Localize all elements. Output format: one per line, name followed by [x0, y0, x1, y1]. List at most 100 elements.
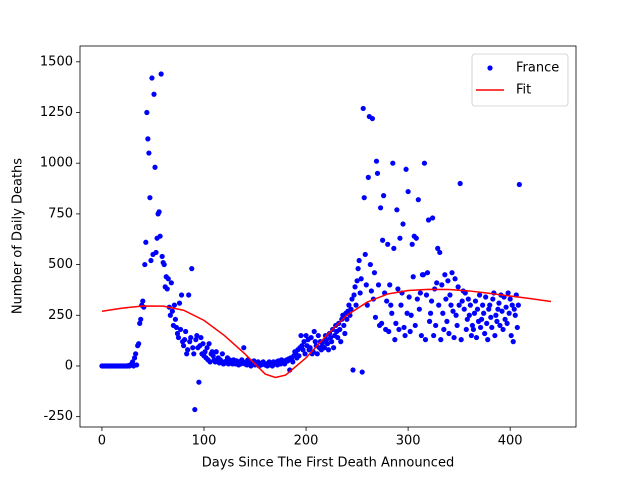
data-point — [315, 332, 321, 339]
data-point — [505, 290, 511, 296]
data-point — [485, 337, 491, 343]
data-point — [395, 286, 401, 292]
data-point — [436, 302, 442, 308]
data-point — [430, 215, 436, 221]
data-point — [337, 326, 343, 333]
data-point — [465, 296, 471, 302]
data-point — [164, 286, 170, 292]
data-point — [478, 316, 485, 322]
data-point — [456, 302, 462, 308]
legend-box — [471, 53, 569, 107]
data-point — [387, 282, 393, 288]
data-point — [307, 345, 313, 351]
data-point — [424, 270, 431, 276]
data-point — [476, 292, 483, 298]
data-point — [302, 351, 308, 357]
data-point — [493, 312, 499, 318]
data-point — [156, 209, 162, 215]
data-point — [471, 310, 478, 316]
data-point — [311, 328, 317, 335]
data-point — [463, 326, 469, 333]
data-point — [187, 339, 193, 345]
data-point — [353, 302, 359, 308]
data-point — [510, 339, 516, 345]
data-point — [453, 312, 459, 318]
data-point — [204, 345, 210, 351]
data-point — [344, 316, 350, 322]
data-point — [169, 308, 175, 314]
data-point — [173, 324, 180, 331]
data-point — [413, 235, 419, 241]
data-point — [427, 310, 434, 316]
data-point — [499, 308, 505, 314]
data-point — [146, 150, 152, 156]
data-point — [394, 207, 400, 213]
data-point — [153, 249, 159, 256]
data-point — [241, 345, 247, 351]
data-point — [372, 314, 379, 320]
data-point — [443, 296, 449, 302]
data-point — [469, 322, 476, 329]
x-axis-label: Days Since The First Death Announced — [202, 456, 454, 471]
data-point — [346, 302, 352, 308]
x-tick-label: 100 — [192, 434, 217, 449]
data-point — [486, 306, 492, 312]
data-point — [477, 324, 484, 331]
data-point — [202, 349, 208, 355]
data-point — [502, 316, 508, 322]
data-point — [388, 302, 394, 308]
data-point — [397, 235, 403, 241]
data-point — [497, 322, 503, 329]
data-point — [428, 298, 435, 304]
y-tick-label: 750 — [48, 206, 73, 221]
data-point — [507, 296, 513, 302]
data-point — [459, 298, 465, 304]
data-point — [207, 359, 213, 365]
data-point — [404, 310, 410, 316]
data-point — [462, 290, 468, 296]
data-point — [381, 193, 387, 199]
data-point — [435, 245, 441, 251]
data-point — [492, 332, 498, 339]
data-point — [371, 270, 378, 276]
data-point — [147, 195, 153, 201]
data-point — [511, 306, 517, 312]
data-point — [454, 322, 460, 329]
data-point — [468, 332, 474, 339]
data-point — [445, 278, 451, 284]
data-point — [151, 91, 157, 97]
data-point — [321, 345, 328, 351]
data-point — [177, 326, 184, 333]
data-point — [328, 339, 335, 345]
data-point — [448, 302, 454, 308]
data-point — [158, 71, 164, 77]
data-point — [359, 369, 365, 375]
data-point — [357, 290, 363, 296]
data-point — [431, 332, 437, 339]
data-point — [449, 270, 455, 276]
data-point — [447, 292, 453, 298]
data-point — [175, 334, 182, 341]
data-point — [140, 298, 146, 304]
data-point — [367, 261, 373, 268]
data-point — [157, 233, 163, 239]
data-point — [323, 337, 330, 343]
data-point — [180, 343, 187, 349]
data-point — [369, 115, 375, 122]
data-point — [437, 249, 443, 256]
data-point — [373, 158, 380, 164]
data-point — [360, 105, 366, 112]
data-point — [490, 296, 496, 302]
data-point — [298, 332, 304, 339]
data-point — [433, 322, 439, 329]
data-point — [467, 302, 473, 308]
y-axis-label: Number of Daily Deaths — [11, 158, 26, 314]
data-point — [138, 316, 144, 322]
x-tick-label: 0 — [98, 434, 106, 449]
data-point — [355, 266, 361, 272]
data-point — [442, 272, 448, 278]
data-point — [509, 302, 515, 308]
data-point — [198, 334, 204, 341]
data-point — [514, 324, 520, 331]
data-point — [466, 312, 472, 318]
